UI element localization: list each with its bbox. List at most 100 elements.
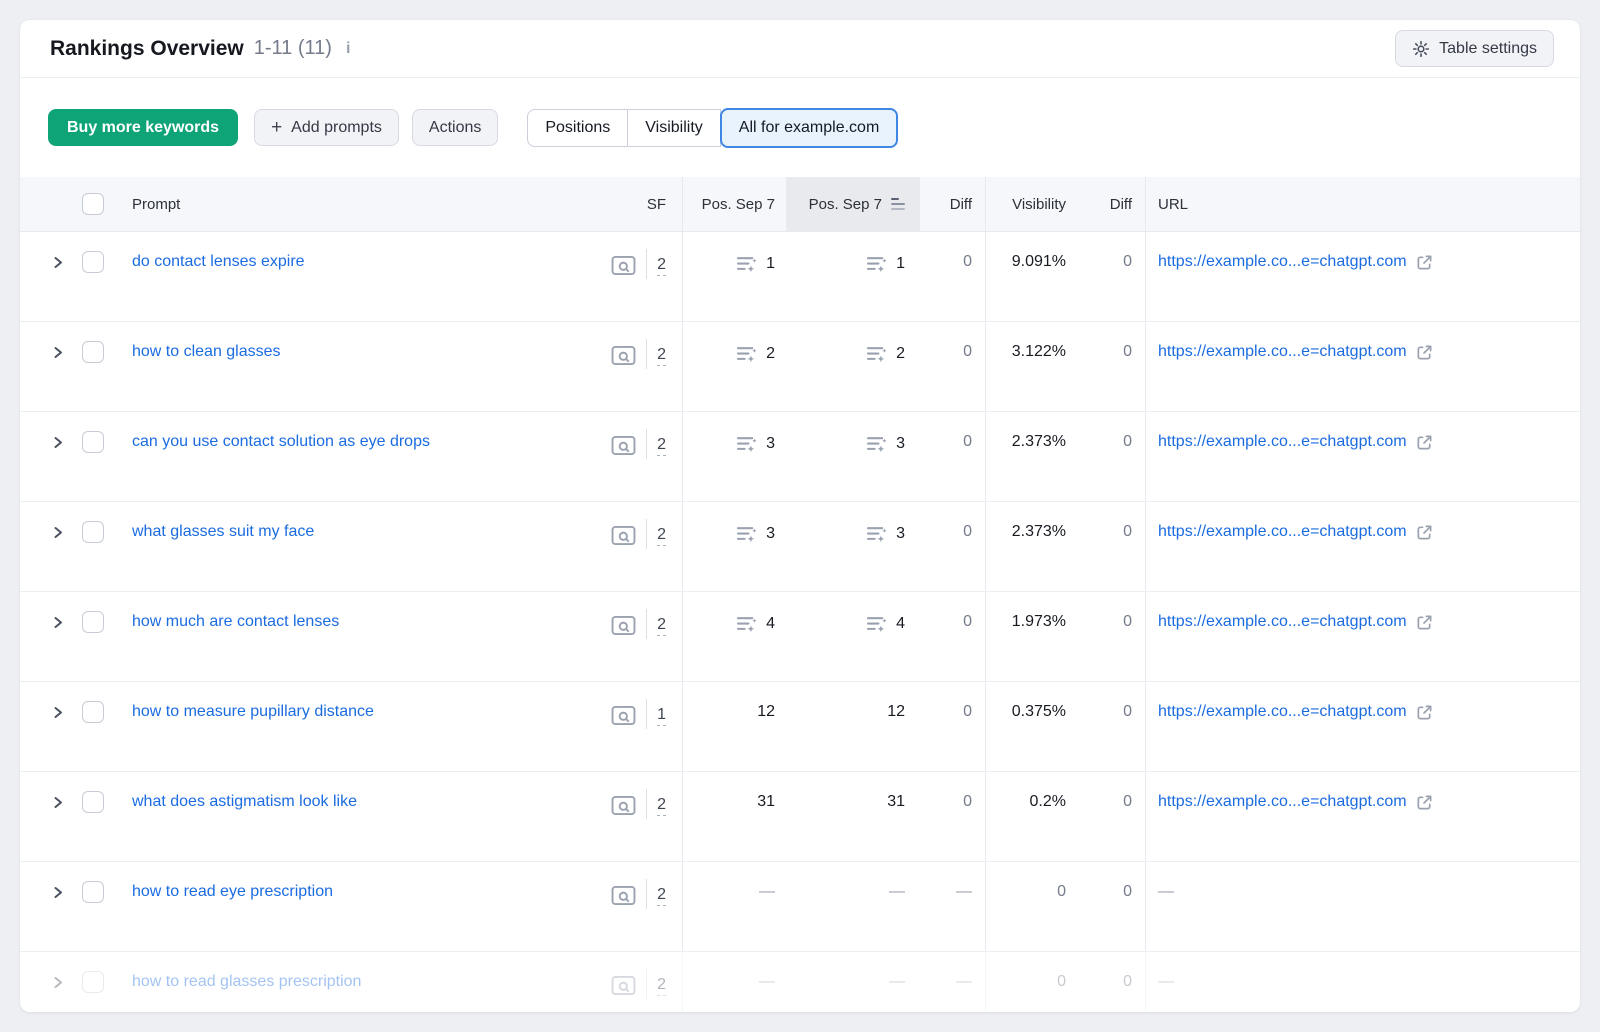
chevron-right-icon[interactable] (51, 795, 65, 810)
chevron-right-icon[interactable] (51, 615, 65, 630)
pos-sep7-a-cell: 4 (683, 592, 786, 681)
table-row: can you use contact solution as eye drop… (20, 412, 1580, 502)
serp-features-icon[interactable] (611, 795, 636, 816)
chevron-right-icon[interactable] (51, 705, 65, 720)
external-link-icon[interactable] (1416, 434, 1433, 451)
external-link-icon[interactable] (1416, 254, 1433, 271)
url-link[interactable]: https://example.co...e=chatgpt.com (1158, 253, 1407, 270)
chevron-right-icon[interactable] (51, 885, 65, 900)
sf-count[interactable]: 2 (657, 796, 666, 817)
pos-sep7-a-value: 3 (766, 524, 775, 542)
chevron-right-icon[interactable] (51, 345, 65, 360)
sf-count[interactable]: 2 (657, 526, 666, 547)
diff-a-cell: 0 (920, 322, 986, 411)
external-link-icon[interactable] (1416, 704, 1433, 721)
chevron-right-icon[interactable] (51, 435, 65, 450)
table-settings-button[interactable]: Table settings (1395, 30, 1554, 67)
url-link[interactable]: https://example.co...e=chatgpt.com (1158, 343, 1407, 360)
prompt-link[interactable]: what does astigmatism look like (132, 793, 357, 810)
select-all-checkbox[interactable] (82, 193, 104, 215)
diff-a-value: 0 (963, 523, 972, 540)
external-link-icon[interactable] (1416, 344, 1433, 361)
diff-b-value: 0 (1123, 883, 1132, 900)
url-cell: https://example.co...e=chatgpt.com (1146, 772, 1580, 861)
url-link[interactable]: https://example.co...e=chatgpt.com (1158, 703, 1407, 720)
sf-count[interactable]: 1 (657, 706, 666, 727)
sf-count[interactable]: 2 (657, 436, 666, 457)
url-link[interactable]: https://example.co...e=chatgpt.com (1158, 793, 1407, 810)
external-link-icon[interactable] (1416, 524, 1433, 541)
url-cell: https://example.co...e=chatgpt.com (1146, 232, 1580, 321)
sf-count[interactable]: 2 (657, 346, 666, 367)
pos-sep7-a-value: — (759, 973, 775, 990)
serp-features-icon[interactable] (611, 705, 636, 726)
info-icon[interactable]: i (345, 39, 351, 57)
serp-features-icon[interactable] (611, 975, 636, 996)
actions-button[interactable]: Actions (411, 109, 499, 146)
row-checkbox[interactable] (82, 701, 104, 723)
visibility-value: 0 (1057, 883, 1066, 900)
prompt-link[interactable]: what glasses suit my face (132, 523, 315, 540)
external-link-icon[interactable] (1416, 794, 1433, 811)
prompt-link[interactable]: can you use contact solution as eye drop… (132, 433, 430, 450)
sf-count[interactable]: 2 (657, 616, 666, 637)
diff-a-value: — (956, 883, 972, 900)
row-checkbox[interactable] (82, 521, 104, 543)
buy-more-keywords-button[interactable]: Buy more keywords (48, 109, 239, 146)
prompt-link[interactable]: how much are contact lenses (132, 613, 340, 630)
tab-visibility[interactable]: Visibility (627, 108, 721, 147)
serp-features-icon[interactable] (611, 255, 636, 276)
serp-features-icon[interactable] (611, 615, 636, 636)
url-link[interactable]: https://example.co...e=chatgpt.com (1158, 523, 1407, 540)
row-checkbox[interactable] (82, 791, 104, 813)
ai-overview-icon-a (736, 435, 759, 454)
column-header-diff-a: Diff (920, 177, 986, 231)
prompt-link[interactable]: how to clean glasses (132, 343, 281, 360)
chevron-right-icon[interactable] (51, 525, 65, 540)
pos-sep7-a-cell: 12 (683, 682, 786, 771)
table-row: what does astigmatism look like 2 31 (20, 772, 1580, 862)
row-checkbox[interactable] (82, 251, 104, 273)
tab-all-for-example[interactable]: All for example.com (719, 107, 899, 148)
prompt-link[interactable]: how to read eye prescription (132, 883, 333, 900)
visibility-value: 0.2% (1029, 793, 1066, 810)
prompt-link[interactable]: how to read glasses prescription (132, 973, 362, 990)
chevron-right-icon[interactable] (51, 255, 65, 270)
sf-cell: 2 (595, 232, 683, 321)
external-link-icon[interactable] (1416, 614, 1433, 631)
serp-features-icon[interactable] (611, 345, 636, 366)
diff-a-cell: 0 (920, 412, 986, 501)
row-checkbox[interactable] (82, 431, 104, 453)
pos-sep7-b-value: 1 (896, 254, 905, 272)
ai-overview-icon-b (866, 255, 889, 274)
row-checkbox[interactable] (82, 971, 104, 993)
column-header-pos-sep7-b[interactable]: Pos. Sep 7 (786, 177, 920, 231)
serp-features-icon[interactable] (611, 435, 636, 456)
plus-icon: + (271, 117, 283, 138)
sf-count[interactable]: 2 (657, 886, 666, 907)
diff-a-cell: 0 (920, 232, 986, 321)
diff-a-value: — (956, 973, 972, 990)
url-link[interactable]: https://example.co...e=chatgpt.com (1158, 613, 1407, 630)
checkbox-cell (76, 232, 112, 321)
serp-features-icon[interactable] (611, 885, 636, 906)
pos-sep7-a-cell: — (683, 952, 786, 1012)
serp-features-icon[interactable] (611, 525, 636, 546)
prompt-cell: how to clean glasses (112, 322, 595, 411)
add-prompts-button[interactable]: + Add prompts (254, 109, 399, 146)
sf-count[interactable]: 2 (657, 256, 666, 277)
diff-b-cell: 0 (1080, 502, 1146, 591)
chevron-right-icon[interactable] (51, 975, 65, 990)
sf-count[interactable]: 2 (657, 976, 666, 997)
url-link[interactable]: https://example.co...e=chatgpt.com (1158, 433, 1407, 450)
row-checkbox[interactable] (82, 881, 104, 903)
ai-overview-icon-b (866, 615, 889, 634)
expand-cell (20, 502, 76, 591)
prompt-link[interactable]: do contact lenses expire (132, 253, 305, 270)
visibility-value: 0.375% (1011, 703, 1066, 720)
row-checkbox[interactable] (82, 611, 104, 633)
tab-positions[interactable]: Positions (527, 108, 629, 147)
row-checkbox[interactable] (82, 341, 104, 363)
prompt-link[interactable]: how to measure pupillary distance (132, 703, 374, 720)
column-header-pos-sep7-a[interactable]: Pos. Sep 7 (701, 195, 775, 213)
